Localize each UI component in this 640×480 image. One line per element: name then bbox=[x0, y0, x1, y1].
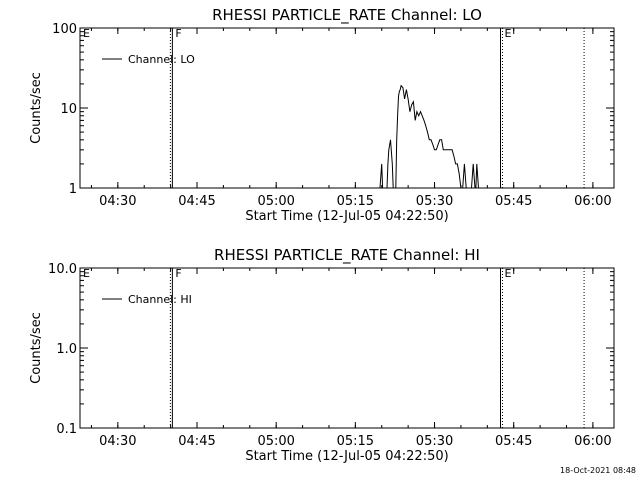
x-tick-label: 04:30 bbox=[99, 434, 136, 449]
x-tick-label: 05:45 bbox=[495, 434, 532, 449]
x-tick-label: 04:30 bbox=[99, 194, 136, 209]
x-tick-label: 05:15 bbox=[337, 194, 374, 209]
chart-title: RHESSI PARTICLE_RATE Channel: HI bbox=[214, 246, 480, 265]
y-tick-label: 100 bbox=[52, 22, 77, 37]
y-tick-label: 1 bbox=[69, 182, 77, 197]
x-tick-label: 05:45 bbox=[495, 194, 532, 209]
x-tick-label: 05:00 bbox=[257, 194, 294, 209]
chart-title: RHESSI PARTICLE_RATE Channel: LO bbox=[212, 6, 482, 25]
footer-timestamp: 18-Oct-2021 08:48 bbox=[560, 466, 636, 475]
x-tick-label: 05:30 bbox=[416, 434, 453, 449]
y-tick-label: 10 bbox=[60, 102, 77, 117]
x-tick-label: 06:00 bbox=[574, 194, 611, 209]
marker-label: F bbox=[175, 27, 181, 40]
x-tick-label: 06:00 bbox=[574, 434, 611, 449]
x-tick-label: 05:15 bbox=[337, 434, 374, 449]
y-tick-label: 0.1 bbox=[56, 422, 77, 437]
marker-label: E bbox=[83, 267, 90, 280]
legend-label: Channel: HI bbox=[128, 293, 192, 306]
marker-label: E bbox=[505, 267, 512, 280]
plot-frame bbox=[79, 267, 615, 429]
x-tick-label: 05:30 bbox=[416, 194, 453, 209]
series-line bbox=[379, 84, 488, 189]
x-tick-label: 04:45 bbox=[178, 434, 215, 449]
x-axis-label: Start Time (12-Jul-05 04:22:50) bbox=[245, 209, 448, 224]
x-tick-label: 04:45 bbox=[178, 194, 215, 209]
legend-label: Channel: LO bbox=[128, 53, 195, 66]
x-tick-label: 05:00 bbox=[257, 434, 294, 449]
marker-label: F bbox=[175, 267, 181, 280]
y-axis-label: Counts/sec bbox=[29, 72, 44, 144]
marker-label: E bbox=[505, 27, 512, 40]
plot-frame bbox=[79, 27, 615, 189]
y-tick-label: 10.0 bbox=[48, 262, 77, 277]
marker-label: E bbox=[83, 27, 90, 40]
y-tick-label: 1.0 bbox=[56, 342, 77, 357]
y-axis-label: Counts/sec bbox=[29, 312, 44, 384]
x-axis-label: Start Time (12-Jul-05 04:22:50) bbox=[245, 449, 448, 464]
